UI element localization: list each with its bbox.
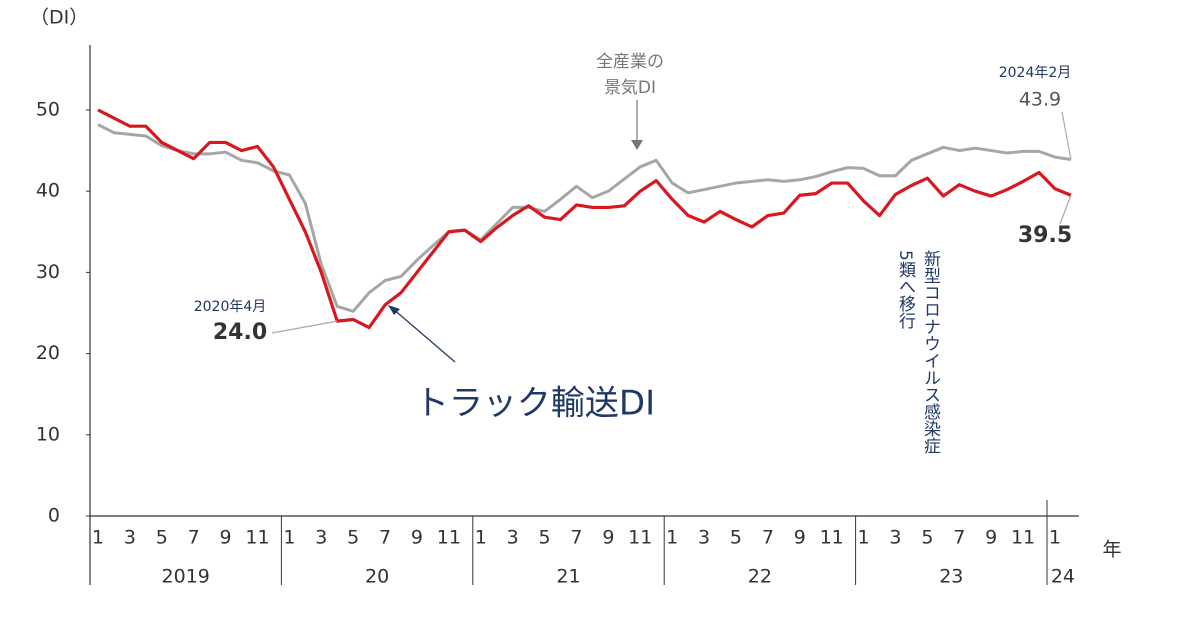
x-tick-label: 3 — [315, 527, 327, 549]
value-label: 43.9 — [1019, 89, 1061, 111]
x-tick-label: 9 — [411, 527, 423, 549]
x-year-label: 23 — [939, 566, 963, 588]
y-tick-label: 20 — [36, 342, 60, 364]
series-name: トラック輸送DI — [415, 384, 655, 424]
x-tick-label: 9 — [220, 527, 232, 549]
x-tick-label: 7 — [762, 527, 774, 549]
x-tick-label: 9 — [794, 527, 806, 549]
x-tick-label: 7 — [188, 527, 200, 549]
note: 5類へ移行 — [895, 250, 916, 330]
y-tick-label: 0 — [48, 505, 60, 527]
x-tick-label: 11 — [1011, 527, 1035, 549]
arrow-head — [631, 140, 643, 150]
x-tick-label: 5 — [730, 527, 742, 549]
x-tick-label: 1 — [666, 527, 678, 549]
x-tick-label: 3 — [698, 527, 710, 549]
x-tick-label: 7 — [379, 527, 391, 549]
x-tick-label: 9 — [602, 527, 614, 549]
x-tick-label: 3 — [124, 527, 136, 549]
x-tick-label: 11 — [245, 527, 269, 549]
x-year-label: 20 — [365, 566, 389, 588]
arrow-head — [388, 305, 400, 315]
x-tick-label: 5 — [156, 527, 168, 549]
y-tick-label: 40 — [36, 180, 60, 202]
leader-line — [1059, 195, 1072, 225]
x-tick-label: 7 — [953, 527, 965, 549]
date-label: 2020年4月 — [194, 299, 267, 315]
x-year-label: 2019 — [162, 566, 210, 588]
value-label: 24.0 — [213, 320, 267, 345]
x-tick-label: 1 — [92, 527, 104, 549]
x-tick-label: 5 — [347, 527, 359, 549]
x-tick-label: 7 — [570, 527, 582, 549]
x-tick-label: 11 — [437, 527, 461, 549]
x-tick-label: 11 — [820, 527, 844, 549]
note: 新型コロナウイルス感染症 — [920, 250, 941, 454]
x-tick-label: 9 — [985, 527, 997, 549]
all-industry-line — [97, 123, 1072, 313]
y-tick-label: 50 — [36, 98, 60, 120]
x-tick-label: 1 — [283, 527, 295, 549]
leader-line — [1061, 111, 1072, 160]
y-tick-label: 10 — [36, 423, 60, 445]
value-label: 39.5 — [1018, 223, 1072, 248]
x-tick-label: 1 — [1049, 527, 1061, 549]
x-year-label: 24 — [1051, 566, 1075, 588]
x-year-label: 21 — [556, 566, 580, 588]
x-tick-label: 5 — [921, 527, 933, 549]
arrow-line — [391, 307, 456, 363]
x-tick-label: 3 — [889, 527, 901, 549]
x-tick-label: 1 — [858, 527, 870, 549]
x-tick-label: 1 — [475, 527, 487, 549]
truck-line — [97, 108, 1072, 330]
date-label: 2024年2月 — [999, 65, 1072, 81]
x-tick-label: 3 — [507, 527, 519, 549]
series-name: 全産業の — [596, 52, 664, 72]
x-tick-label: 11 — [628, 527, 652, 549]
x-unit: 年 — [1102, 539, 1121, 561]
y-axis-label: （DI） — [30, 7, 88, 29]
x-tick-label: 5 — [539, 527, 551, 549]
y-tick-label: 30 — [36, 261, 60, 283]
x-year-label: 22 — [748, 566, 772, 588]
series-name: 景気DI — [604, 78, 656, 98]
leader-line — [271, 320, 338, 334]
